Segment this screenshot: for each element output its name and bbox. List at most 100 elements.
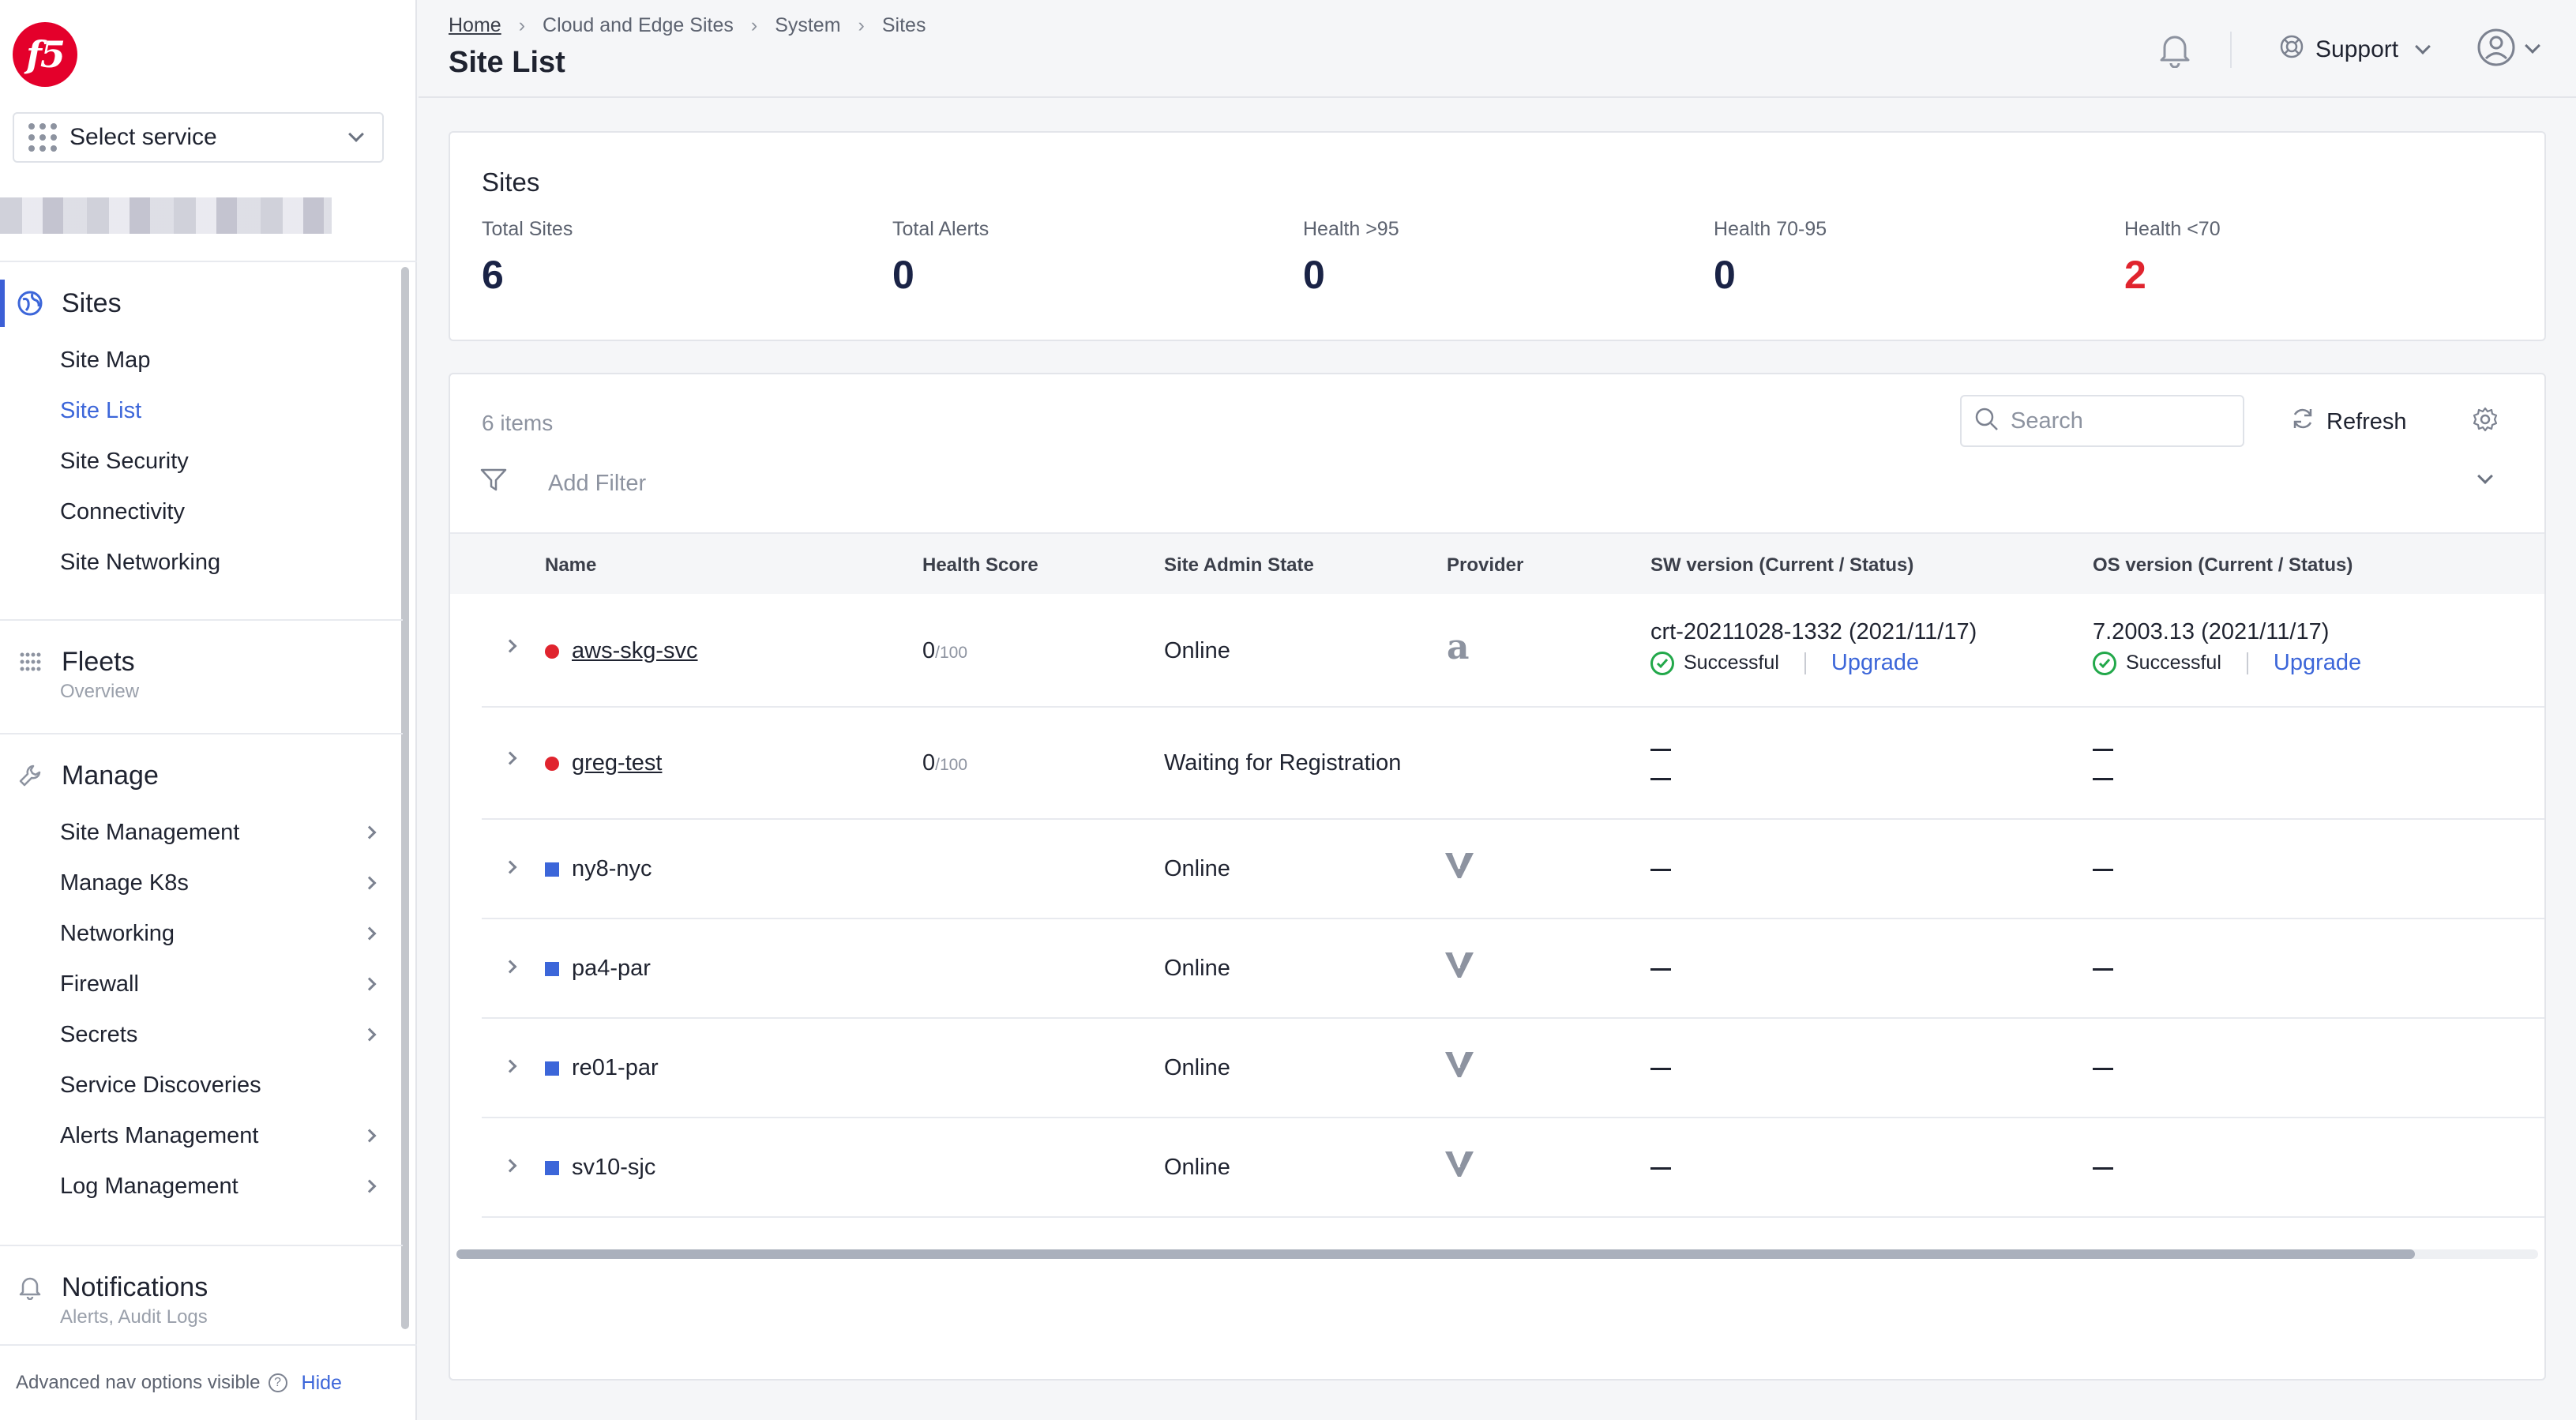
- expand-row-chevron-icon[interactable]: [503, 751, 517, 765]
- stat-health-mid[interactable]: Health 70-95 0: [1714, 218, 1827, 298]
- column-header-sw-version[interactable]: SW version (Current / Status): [1650, 554, 1914, 576]
- sidebar-item-site-list[interactable]: Site List: [60, 397, 142, 423]
- expand-row-chevron-icon[interactable]: [503, 860, 517, 874]
- table-row[interactable]: re01-par Online: [482, 1020, 2544, 1118]
- nav-item-label: Service Discoveries: [60, 1072, 261, 1098]
- table-settings-gear-icon[interactable]: [2472, 406, 2499, 437]
- page-title: Site List: [449, 46, 565, 79]
- health-value: 0: [922, 750, 936, 776]
- site-name[interactable]: sv10-sjc: [572, 1155, 656, 1180]
- horizontal-scrollbar-thumb[interactable]: [456, 1249, 2415, 1259]
- sidebar-item-manage-k8s[interactable]: Manage K8s: [0, 858, 403, 908]
- sidebar-item-connectivity[interactable]: Connectivity: [60, 498, 185, 524]
- site-name[interactable]: ny8-nyc: [572, 856, 652, 881]
- os-version-empty: [2093, 869, 2113, 871]
- nav-section-manage-header[interactable]: Manage: [0, 752, 403, 799]
- stat-health-low[interactable]: Health <70 2: [2124, 218, 2221, 298]
- sidebar-item-site-management[interactable]: Site Management: [0, 807, 403, 858]
- sw-upgrade-link[interactable]: Upgrade: [1831, 650, 1920, 675]
- site-name-link[interactable]: aws-skg-svc: [572, 638, 698, 663]
- nav-section-notifications[interactable]: Notifications Alerts, Audit Logs: [0, 1264, 403, 1328]
- sidebar-item-site-map[interactable]: Site Map: [60, 347, 151, 373]
- column-header-admin-state[interactable]: Site Admin State: [1164, 554, 1314, 576]
- check-circle-icon: [1650, 651, 1674, 675]
- refresh-button[interactable]: Refresh: [2290, 406, 2407, 438]
- nav-section-title: Notifications: [62, 1272, 208, 1302]
- stat-total-sites[interactable]: Total Sites 6: [482, 218, 573, 298]
- f5-logo[interactable]: f5: [13, 22, 77, 87]
- sw-version-cell: [1650, 749, 1671, 780]
- add-filter[interactable]: Add Filter: [480, 468, 646, 499]
- status-square-blue: [545, 1161, 559, 1175]
- items-count: 6 items: [482, 411, 554, 435]
- table-row[interactable]: aws-skg-svc 0/100 Online a crt-20211028-…: [482, 595, 2544, 708]
- grid-icon: [28, 123, 57, 152]
- search-input[interactable]: Search: [1960, 395, 2244, 447]
- nav-section-sites-header[interactable]: Sites: [0, 280, 403, 327]
- filter-funnel-icon: [480, 468, 507, 499]
- service-select[interactable]: Select service: [13, 112, 384, 163]
- column-header-os-version[interactable]: OS version (Current / Status): [2093, 554, 2353, 576]
- os-upgrade-link[interactable]: Upgrade: [2273, 650, 2362, 675]
- sw-version-empty: [1650, 1068, 1671, 1070]
- sidebar-item-secrets[interactable]: Secrets: [0, 1009, 403, 1060]
- sidebar-item-log-management[interactable]: Log Management: [0, 1161, 403, 1212]
- nav-section-fleets[interactable]: Fleets Overview: [0, 638, 403, 703]
- sw-version: crt-20211028-1332 (2021/11/17): [1650, 619, 1977, 644]
- expand-row-chevron-icon[interactable]: [503, 1059, 517, 1073]
- column-header-name[interactable]: Name: [545, 554, 597, 576]
- status-dot-red: [545, 757, 559, 771]
- filter-expand-chevron-icon[interactable]: [2477, 468, 2497, 484]
- nav-item-label: Site Management: [60, 819, 240, 845]
- stats-title: Sites: [482, 167, 540, 197]
- table-row[interactable]: ny8-nyc Online: [482, 821, 2544, 919]
- breadcrumb-cloud-edge-sites[interactable]: Cloud and Edge Sites: [543, 14, 734, 36]
- user-avatar-icon: [2476, 28, 2516, 71]
- user-menu[interactable]: [2476, 27, 2544, 71]
- volterra-provider-icon: [1444, 951, 1475, 986]
- table-row[interactable]: greg-test 0/100 Waiting for Registration: [482, 709, 2544, 820]
- hide-advanced-nav-link[interactable]: Hide: [301, 1371, 342, 1394]
- column-header-health-score[interactable]: Health Score: [922, 554, 1038, 576]
- search-icon: [1974, 407, 2000, 436]
- site-name[interactable]: pa4-par: [572, 956, 651, 981]
- stat-value: 0: [1714, 253, 1736, 297]
- redacted-tenant-name: [0, 197, 332, 234]
- sw-version-empty: [1650, 869, 1671, 871]
- notifications-bell-icon[interactable]: [2157, 32, 2192, 69]
- expand-row-chevron-icon[interactable]: [503, 639, 517, 653]
- volterra-provider-icon: [1444, 1150, 1475, 1185]
- site-name[interactable]: re01-par: [572, 1055, 659, 1080]
- sidebar-scrollbar[interactable]: [401, 267, 409, 1329]
- sidebar-item-site-security[interactable]: Site Security: [60, 448, 189, 474]
- support-menu[interactable]: Support: [2279, 32, 2435, 68]
- advanced-nav-text: Advanced nav options visible: [16, 1372, 261, 1393]
- status-separator: [2246, 652, 2248, 674]
- sw-status: Successful: [1684, 652, 1779, 674]
- help-icon[interactable]: ?: [268, 1373, 287, 1392]
- stat-value: 2: [2124, 253, 2146, 297]
- sidebar-item-firewall[interactable]: Firewall: [0, 959, 403, 1009]
- sidebar-item-site-networking[interactable]: Site Networking: [60, 549, 221, 575]
- sidebar-item-networking[interactable]: Networking: [0, 908, 403, 959]
- wrench-icon: [16, 761, 44, 790]
- sw-version-empty: [1650, 968, 1671, 971]
- nav-item-label: Alerts Management: [60, 1122, 259, 1148]
- os-version: 7.2003.13 (2021/11/17): [2093, 619, 2330, 644]
- table-row[interactable]: sv10-sjc Online: [482, 1120, 2544, 1218]
- site-name-link[interactable]: greg-test: [572, 750, 663, 776]
- breadcrumb-system[interactable]: System: [775, 14, 841, 36]
- sidebar-item-service-discoveries[interactable]: Service Discoveries: [0, 1060, 403, 1110]
- stat-total-alerts[interactable]: Total Alerts 0: [892, 218, 989, 298]
- sidebar-item-alerts-management[interactable]: Alerts Management: [0, 1110, 403, 1161]
- nav-divider: [0, 1245, 403, 1246]
- os-status: Successful: [2126, 652, 2221, 674]
- expand-row-chevron-icon[interactable]: [503, 960, 517, 974]
- breadcrumb-home[interactable]: Home: [449, 14, 501, 36]
- expand-row-chevron-icon[interactable]: [503, 1159, 517, 1173]
- column-header-provider[interactable]: Provider: [1447, 554, 1524, 576]
- table-row[interactable]: pa4-par Online: [482, 921, 2544, 1019]
- stat-health-high[interactable]: Health >95 0: [1303, 218, 1399, 298]
- status-square-blue: [545, 962, 559, 976]
- chevron-right-icon: [362, 977, 377, 991]
